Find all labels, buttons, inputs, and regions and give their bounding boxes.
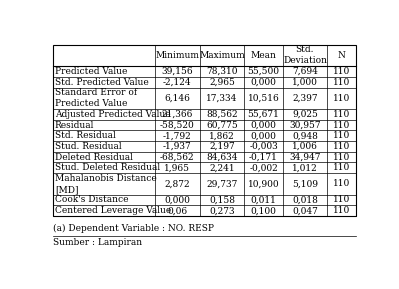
Text: 110: 110 bbox=[333, 153, 350, 162]
Text: 10,900: 10,900 bbox=[248, 179, 279, 188]
Text: Minimum: Minimum bbox=[155, 51, 200, 60]
Text: -68,562: -68,562 bbox=[160, 153, 195, 162]
Text: -0,002: -0,002 bbox=[249, 163, 278, 172]
Text: 0,000: 0,000 bbox=[251, 121, 277, 129]
Text: 0,000: 0,000 bbox=[251, 78, 277, 87]
Text: 110: 110 bbox=[333, 121, 350, 129]
Text: 10,516: 10,516 bbox=[248, 94, 279, 103]
Text: 55,671: 55,671 bbox=[247, 110, 279, 119]
Text: 60,775: 60,775 bbox=[206, 121, 238, 129]
Text: 0,158: 0,158 bbox=[209, 195, 235, 205]
Text: Residual: Residual bbox=[55, 121, 94, 129]
Bar bbox=[53, 45, 356, 216]
Text: Std. Residual: Std. Residual bbox=[55, 131, 116, 140]
Text: N: N bbox=[338, 51, 346, 60]
Text: (a) Dependent Variable : NO. RESP: (a) Dependent Variable : NO. RESP bbox=[53, 224, 214, 233]
Text: 6,146: 6,146 bbox=[164, 94, 190, 103]
Text: 110: 110 bbox=[333, 94, 350, 103]
Text: Cook's Distance: Cook's Distance bbox=[55, 195, 128, 205]
Text: Mahalanobis Distance
[MD]: Mahalanobis Distance [MD] bbox=[55, 174, 156, 194]
Text: 29,737: 29,737 bbox=[206, 179, 238, 188]
Text: 1,965: 1,965 bbox=[164, 163, 190, 172]
Text: 2,197: 2,197 bbox=[209, 142, 235, 151]
Text: -58,520: -58,520 bbox=[160, 121, 195, 129]
Text: 1,012: 1,012 bbox=[292, 163, 318, 172]
Text: 0,273: 0,273 bbox=[209, 206, 235, 215]
Text: Std. Predicted Value: Std. Predicted Value bbox=[55, 78, 148, 87]
Text: 1,000: 1,000 bbox=[292, 78, 318, 87]
Text: 2,965: 2,965 bbox=[209, 78, 235, 87]
Text: 0,011: 0,011 bbox=[251, 195, 277, 205]
Text: 17,334: 17,334 bbox=[206, 94, 238, 103]
Text: -0,171: -0,171 bbox=[249, 153, 278, 162]
Text: Maximum: Maximum bbox=[199, 51, 245, 60]
Text: Adjusted Predicted Value: Adjusted Predicted Value bbox=[55, 110, 170, 119]
Text: 110: 110 bbox=[333, 179, 350, 188]
Text: 0,000: 0,000 bbox=[251, 131, 277, 140]
Text: 110: 110 bbox=[333, 67, 350, 76]
Text: Stud. Deleted Residual: Stud. Deleted Residual bbox=[55, 163, 160, 172]
Text: Sumber : Lampiran: Sumber : Lampiran bbox=[53, 238, 142, 247]
Text: -1,792: -1,792 bbox=[163, 131, 192, 140]
Text: Mean: Mean bbox=[251, 51, 277, 60]
Text: -1,937: -1,937 bbox=[163, 142, 192, 151]
Text: 2,241: 2,241 bbox=[209, 163, 235, 172]
Text: 84,634: 84,634 bbox=[206, 153, 238, 162]
Text: 30,957: 30,957 bbox=[289, 121, 321, 129]
Text: 0,100: 0,100 bbox=[251, 206, 277, 215]
Text: 2,872: 2,872 bbox=[164, 179, 190, 188]
Text: 0,948: 0,948 bbox=[292, 131, 318, 140]
Text: 110: 110 bbox=[333, 78, 350, 87]
Text: 55,500: 55,500 bbox=[247, 67, 280, 76]
Text: Predicted Value: Predicted Value bbox=[55, 67, 127, 76]
Text: 110: 110 bbox=[333, 131, 350, 140]
Text: 5,109: 5,109 bbox=[292, 179, 318, 188]
Text: 21,366: 21,366 bbox=[162, 110, 193, 119]
Text: Std.
Deviation: Std. Deviation bbox=[283, 45, 327, 65]
Text: 34,947: 34,947 bbox=[289, 153, 321, 162]
Text: -2,124: -2,124 bbox=[163, 78, 192, 87]
Text: 7,694: 7,694 bbox=[292, 67, 318, 76]
Text: 110: 110 bbox=[333, 110, 350, 119]
Text: 88,562: 88,562 bbox=[206, 110, 238, 119]
Text: 0,047: 0,047 bbox=[292, 206, 318, 215]
Text: 2,397: 2,397 bbox=[292, 94, 318, 103]
Text: 0,06: 0,06 bbox=[167, 206, 188, 215]
Text: 39,156: 39,156 bbox=[162, 67, 193, 76]
Text: 1,862: 1,862 bbox=[209, 131, 235, 140]
Text: Deleted Residual: Deleted Residual bbox=[55, 153, 133, 162]
Text: 1,006: 1,006 bbox=[292, 142, 318, 151]
Text: 78,310: 78,310 bbox=[206, 67, 238, 76]
Text: 110: 110 bbox=[333, 195, 350, 205]
Text: 0,018: 0,018 bbox=[292, 195, 318, 205]
Text: 9,025: 9,025 bbox=[292, 110, 318, 119]
Text: -0,003: -0,003 bbox=[249, 142, 278, 151]
Text: Standard Error of
Predicted Value: Standard Error of Predicted Value bbox=[55, 88, 137, 108]
Text: 110: 110 bbox=[333, 163, 350, 172]
Text: Stud. Residual: Stud. Residual bbox=[55, 142, 121, 151]
Text: 110: 110 bbox=[333, 142, 350, 151]
Text: Centered Leverage Value: Centered Leverage Value bbox=[55, 206, 171, 215]
Text: 110: 110 bbox=[333, 206, 350, 215]
Text: 0,000: 0,000 bbox=[164, 195, 190, 205]
